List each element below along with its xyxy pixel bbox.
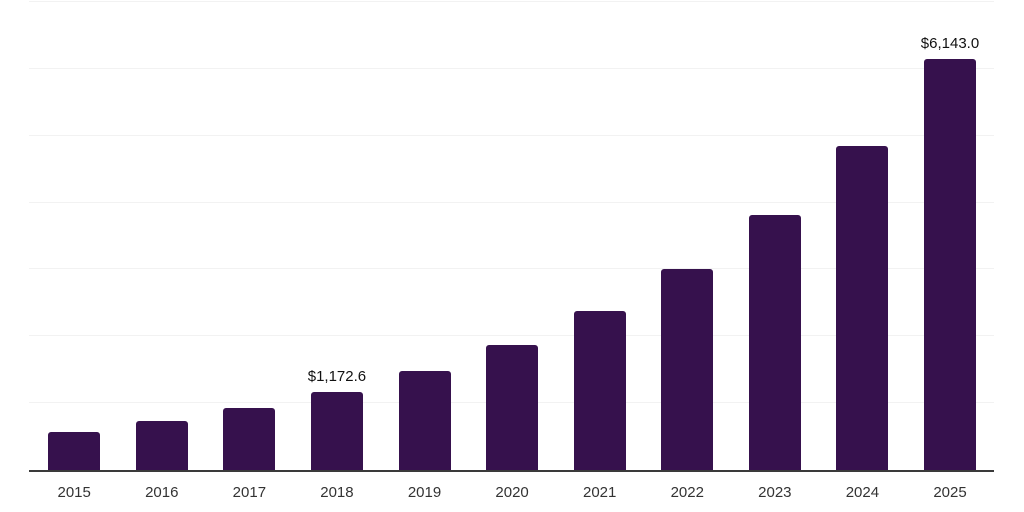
gridline-2000: [29, 335, 994, 337]
bar-2023: [748, 215, 801, 470]
x-tick-label-2023: 2023: [758, 484, 792, 501]
bar-2020: [486, 344, 539, 470]
bar-2016: [135, 420, 188, 470]
bar-2025: [924, 59, 976, 470]
bar-2019: [398, 370, 451, 470]
bar-2018: [310, 391, 363, 470]
x-tick-label-2025: 2025: [933, 484, 967, 501]
x-tick-label-2024: 2024: [845, 484, 880, 501]
value-label-2018: $1,172.6: [307, 367, 367, 385]
bar-2022: [661, 269, 714, 470]
bar-2021: [573, 310, 626, 470]
gridline-7000: [29, 1, 994, 2]
x-tick-label-2019: 2019: [407, 484, 442, 501]
bar-2017: [223, 407, 276, 470]
gridline-5000: [29, 134, 994, 136]
bar-2024: [836, 146, 889, 470]
gridline-4000: [29, 201, 994, 203]
x-tick-label-2016: 2016: [145, 484, 179, 501]
x-tick-label-2020: 2020: [495, 484, 529, 501]
gridline-6000: [29, 67, 994, 69]
gridline-3000: [29, 268, 994, 270]
bar-2015: [48, 431, 101, 470]
value-label-2025: $6,143.0: [920, 35, 980, 53]
x-tick-label-2021: 2021: [582, 484, 617, 501]
x-tick-label-2022: 2022: [670, 484, 704, 501]
x-tick-label-2017: 2017: [232, 484, 267, 501]
x-tick-label-2015: 2015: [57, 484, 91, 501]
plot-area: $1,172.6 $6,143.0: [29, 0, 994, 472]
x-tick-label-2018: 2018: [320, 484, 354, 501]
